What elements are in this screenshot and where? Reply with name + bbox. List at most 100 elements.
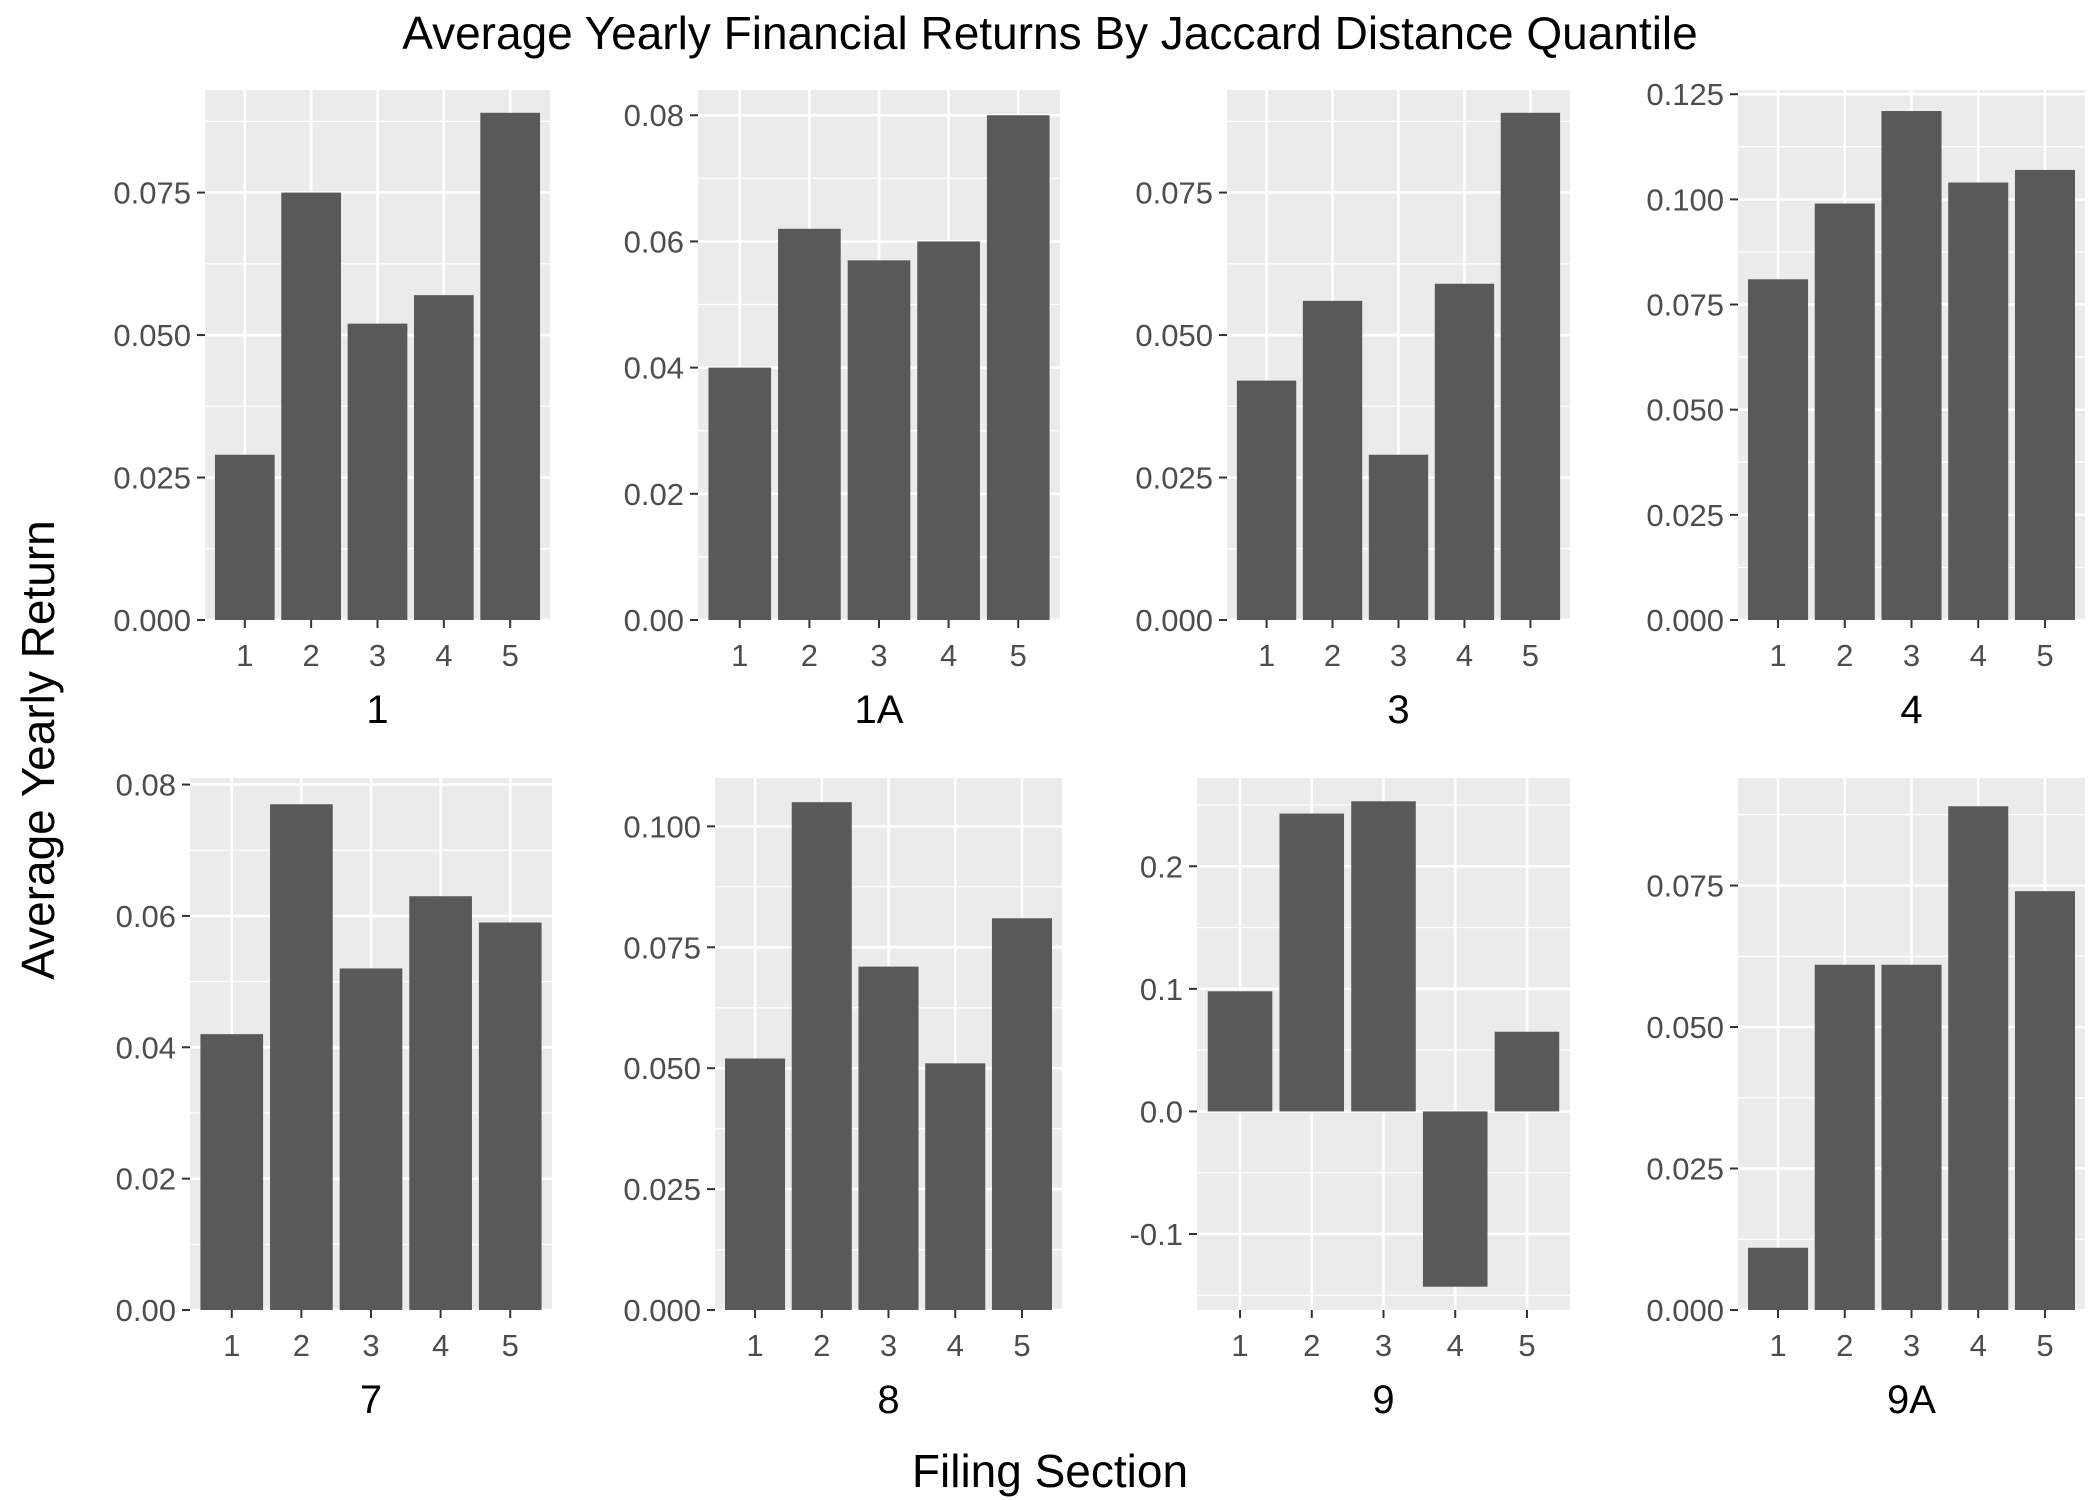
bar-3-q2: [1302, 300, 1363, 620]
bar-8-q3: [858, 966, 919, 1310]
bar-7-q4: [409, 896, 472, 1310]
bar-8-q5: [991, 918, 1052, 1310]
x-tick-label: 5: [1522, 638, 1539, 673]
facet-panel-1A: 0.00 0.02 0.04 0.06 0.08 1 2 3 4 5 1A: [624, 90, 1060, 732]
y-tick-label: 0.02: [624, 477, 684, 512]
bar-9-q5: [1494, 1031, 1560, 1112]
y-tick-label: 0.00: [116, 1293, 176, 1328]
y-tick-label: 0.000: [623, 1293, 701, 1328]
facet-panel-1: 0.000 0.025 0.050 0.075 1 2 3 4 5 1: [113, 90, 550, 732]
x-tick-label: 3: [1903, 638, 1920, 673]
facet-label: 4: [1900, 688, 1922, 732]
x-tick-label: 4: [432, 1328, 449, 1363]
facet-label: 9A: [1887, 1378, 1936, 1422]
y-tick-label: 0.000: [1135, 603, 1213, 638]
x-tick-label: 3: [362, 1328, 379, 1363]
y-tick-label: 0.100: [623, 809, 701, 844]
y-tick-label: 0.050: [623, 1051, 701, 1086]
bar-3-q3: [1368, 454, 1429, 620]
y-tick-label: 0.06: [116, 899, 176, 934]
y-tick-label: 0.025: [113, 461, 191, 496]
bar-9A-q2: [1814, 964, 1875, 1310]
bar-1A-q4: [917, 241, 980, 620]
bar-8-q2: [791, 802, 852, 1310]
bar-1-q4: [413, 295, 474, 620]
bar-9-q2: [1279, 813, 1345, 1112]
y-tick-label: 0.04: [624, 351, 684, 386]
facet-panel-9A: 0.000 0.025 0.050 0.075 1 2 3 4 5 9A: [1646, 778, 2085, 1422]
x-tick-label: 4: [1456, 638, 1473, 673]
x-tick-label: 1: [236, 638, 253, 673]
y-tick-label: 0.025: [1646, 1152, 1724, 1187]
x-tick-label: 2: [293, 1328, 310, 1363]
y-tick-label: 0.02: [116, 1162, 176, 1197]
y-tick-label: 0.000: [1646, 1293, 1724, 1328]
y-tick-label: 0.2: [1140, 849, 1183, 884]
y-tick-label: 0.025: [1646, 498, 1724, 533]
x-tick-label: 4: [1447, 1328, 1464, 1363]
y-tick-label: 0.075: [1646, 288, 1724, 323]
x-tick-label: 3: [1375, 1328, 1392, 1363]
y-tick-label: 0.075: [1646, 869, 1724, 904]
x-tick-label: 1: [223, 1328, 240, 1363]
x-tick-label: 1: [1769, 1328, 1786, 1363]
bar-3-q4: [1434, 283, 1495, 620]
bar-9A-q3: [1881, 964, 1942, 1310]
x-tick-label: 1: [1231, 1328, 1248, 1363]
facet-label: 8: [877, 1378, 899, 1422]
bar-1A-q2: [778, 228, 841, 621]
facet-label: 7: [360, 1378, 382, 1422]
facet-label: 1: [366, 688, 388, 732]
x-tick-label: 2: [801, 638, 818, 673]
bar-7-q1: [200, 1034, 264, 1310]
y-tick-label: 0.00: [624, 603, 684, 638]
bar-1-q3: [347, 323, 408, 620]
facet-panel-4: 0.000 0.025 0.050 0.075 0.100 0.125 1 2 3 4 5 4: [1646, 77, 2085, 732]
x-tick-label: 1: [731, 638, 748, 673]
bar-1A-q5: [986, 115, 1050, 620]
x-tick-label: 3: [880, 1328, 897, 1363]
y-tick-label: 0.025: [1135, 461, 1213, 496]
bar-9A-q5: [2014, 891, 2075, 1310]
y-tick-label: 0.050: [1646, 393, 1724, 428]
x-tick-label: 1: [1769, 638, 1786, 673]
x-tick-label: 5: [1013, 1328, 1030, 1363]
bar-4-q2: [1814, 203, 1875, 621]
x-tick-label: 5: [2036, 638, 2053, 673]
bar-1A-q1: [708, 367, 772, 620]
bar-9A-q4: [1948, 806, 2009, 1310]
y-tick-label: 0.0: [1140, 1094, 1183, 1129]
y-tick-label: 0.075: [113, 176, 191, 211]
y-tick-label: 0.000: [1646, 603, 1724, 638]
bar-4-q5: [2014, 169, 2075, 620]
bar-7-q5: [478, 922, 542, 1310]
x-tick-label: 5: [1010, 638, 1027, 673]
x-tick-label: 3: [1390, 638, 1407, 673]
bar-1-q2: [281, 192, 342, 621]
bar-9-q1: [1207, 991, 1273, 1112]
x-tick-label: 2: [1303, 1328, 1320, 1363]
x-tick-label: 5: [1518, 1328, 1535, 1363]
x-tick-label: 5: [502, 1328, 519, 1363]
bar-7-q2: [270, 804, 333, 1310]
facet-panel-8: 0.000 0.025 0.050 0.075 0.100 1 2 3 4 5 8: [623, 778, 1062, 1422]
x-tick-label: 2: [813, 1328, 830, 1363]
bar-1-q5: [480, 112, 541, 620]
bar-7-q3: [339, 968, 403, 1310]
y-tick-label: 0.075: [623, 930, 701, 965]
bar-3-q1: [1236, 380, 1297, 620]
bar-8-q1: [725, 1058, 786, 1310]
x-tick-label: 3: [1903, 1328, 1920, 1363]
x-axis-title: Filing Section: [911, 1445, 1189, 1497]
x-tick-label: 4: [947, 1328, 964, 1363]
y-tick-label: 0.050: [113, 318, 191, 353]
bar-8-q4: [925, 1063, 986, 1310]
facet-panel-3: 0.000 0.025 0.050 0.075 1 2 3 4 5 3: [1135, 90, 1570, 732]
x-tick-label: 2: [1324, 638, 1341, 673]
y-tick-label: -0.1: [1130, 1217, 1183, 1252]
x-tick-label: 2: [1836, 638, 1853, 673]
bar-3-q5: [1500, 112, 1561, 620]
x-tick-label: 4: [435, 638, 452, 673]
y-tick-label: 0.04: [116, 1030, 176, 1065]
